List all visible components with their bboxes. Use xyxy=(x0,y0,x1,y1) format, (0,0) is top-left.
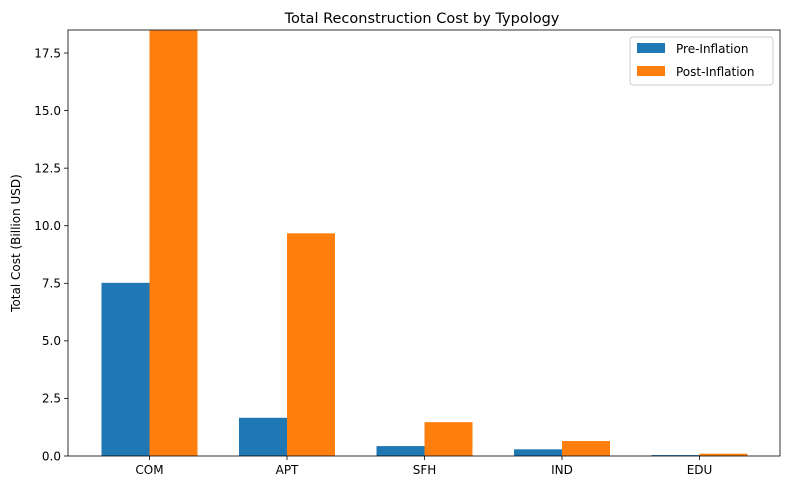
bars-group xyxy=(101,30,748,456)
legend-swatch-pre-inflation xyxy=(637,43,665,53)
x-tick-label: IND xyxy=(551,463,573,477)
x-tick-label: SFH xyxy=(413,463,437,477)
legend-swatch-post-inflation xyxy=(637,66,665,76)
y-axis: 0.0 2.5 5.0 7.5 10.0 12.5 15.0 17.5 xyxy=(34,46,68,463)
bar-post-inflation-sfh xyxy=(424,422,473,456)
bar-pre-inflation-sfh xyxy=(376,446,425,456)
bar-post-inflation-com xyxy=(149,30,198,456)
plot-area-frame xyxy=(67,29,781,457)
y-tick-label: 5.0 xyxy=(42,334,61,348)
legend-label-pre-inflation: Pre-Inflation xyxy=(676,42,748,56)
bar-pre-inflation-com xyxy=(101,282,150,456)
y-tick-label: 10.0 xyxy=(34,219,61,233)
y-tick-label: 12.5 xyxy=(34,161,61,175)
chart-title: Total Reconstruction Cost by Typology xyxy=(284,11,560,27)
x-tick-label: COM xyxy=(135,463,163,477)
legend-frame xyxy=(629,36,774,86)
bar-post-inflation-apt xyxy=(287,233,335,456)
x-tick-label: APT xyxy=(276,463,299,477)
y-tick-label: 0.0 xyxy=(42,449,61,463)
legend-label-post-inflation: Post-Inflation xyxy=(676,65,754,79)
x-axis: COM APT SFH IND EDU xyxy=(135,456,712,477)
y-tick-label: 15.0 xyxy=(34,104,61,118)
y-tick-label: 7.5 xyxy=(42,277,61,291)
bar-pre-inflation-apt xyxy=(239,417,287,456)
y-tick-label: 17.5 xyxy=(34,46,61,60)
y-axis-label: Total Cost (Billion USD) xyxy=(9,174,23,313)
legend: Pre-Inflation Post-Inflation xyxy=(629,36,774,86)
x-tick-label: EDU xyxy=(687,463,713,477)
bar-post-inflation-edu xyxy=(699,453,748,456)
bar-post-inflation-ind xyxy=(562,441,610,456)
bar-pre-inflation-edu xyxy=(651,455,700,456)
bar-pre-inflation-ind xyxy=(514,449,562,456)
y-tick-label: 2.5 xyxy=(42,392,61,406)
